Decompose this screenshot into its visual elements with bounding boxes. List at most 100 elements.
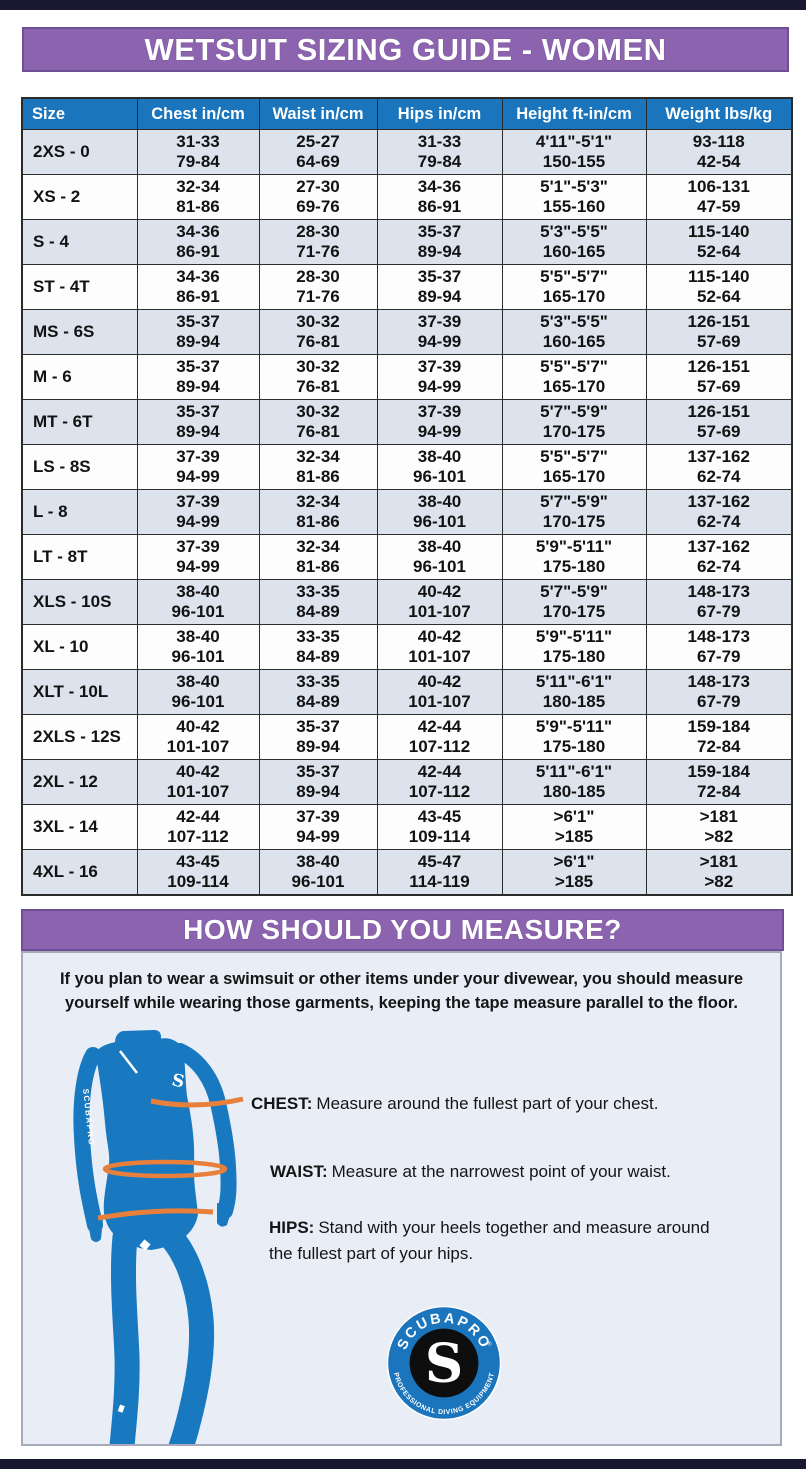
title-banner: WETSUIT SIZING GUIDE - WOMEN — [22, 27, 789, 72]
table-row: 2XS - 0 31-33 79-84 25-27 64-69 31-33 79-84 4'… — [21, 129, 793, 175]
table-row: XL - 10 38-40 96-101 33-35 84-89 40-42 101-10… — [21, 624, 793, 670]
measurement-cell: 35-37 89-94 — [376, 264, 503, 310]
measurement-cell: 35-37 89-94 — [258, 759, 378, 805]
page-title: WETSUIT SIZING GUIDE - WOMEN — [144, 31, 667, 67]
table-row: XLS - 10S 38-40 96-101 33-35 84-89 40-42 101-… — [21, 579, 793, 625]
measurement-cell: 37-39 94-99 — [376, 354, 503, 400]
measurement-cell: 137-162 62-74 — [645, 534, 793, 580]
waist-label: WAIST: — [270, 1162, 328, 1181]
scubapro-logo: SCUBAPRO ® PROFESSIONAL DIVING EQUIPMENT… — [385, 1304, 503, 1422]
size-cell: S - 4 — [21, 219, 138, 265]
measurement-cell: 38-40 96-101 — [136, 579, 260, 625]
measurement-cell: 5'3"-5'5" 160-165 — [501, 309, 647, 355]
table-row: LT - 8T 37-39 94-99 32-34 81-86 38-40 96-101 5… — [21, 534, 793, 580]
measurement-cell: 35-37 89-94 — [136, 309, 260, 355]
measurement-cell: 30-32 76-81 — [258, 309, 378, 355]
measurement-cell: 32-34 81-86 — [258, 534, 378, 580]
hips-text: Stand with your heels together and measu… — [269, 1218, 710, 1263]
table-row: L - 8 37-39 94-99 32-34 81-86 38-40 96-101 5'7… — [21, 489, 793, 535]
size-cell: LS - 8S — [21, 444, 138, 490]
table-row: S - 4 34-36 86-91 28-30 71-76 35-37 89-94 5'3"… — [21, 219, 793, 265]
torso-shape — [96, 1038, 198, 1250]
measurement-cell: 34-36 86-91 — [136, 219, 260, 265]
measurement-cell: 5'5"-5'7" 165-170 — [501, 444, 647, 490]
measurement-cell: 33-35 84-89 — [258, 624, 378, 670]
size-cell: MS - 6S — [21, 309, 138, 355]
size-table: Size Chest in/cm Waist in/cm Hips in/cm … — [21, 97, 793, 896]
chest-instruction: CHEST: Measure around the fullest part of… — [251, 1091, 780, 1117]
bottom-border-bar — [0, 1459, 806, 1469]
measurement-cell: 35-37 89-94 — [136, 354, 260, 400]
chest-measure-line — [150, 1096, 244, 1108]
size-cell: 4XL - 16 — [21, 849, 138, 896]
measure-title: HOW SHOULD YOU MEASURE? — [183, 914, 622, 945]
logo-inner-circle — [409, 1328, 479, 1398]
measurement-cell: 31-33 79-84 — [136, 129, 260, 175]
size-cell: M - 6 — [21, 354, 138, 400]
measurement-cell: 37-39 94-99 — [258, 804, 378, 850]
measurement-cell: 93-118 42-54 — [645, 129, 793, 175]
measurement-cell: 40-42 101-107 — [376, 624, 503, 670]
left-arm-shape — [73, 1047, 103, 1233]
size-table-body: 2XS - 0 31-33 79-84 25-27 64-69 31-33 79-84 4'… — [21, 129, 793, 896]
measurement-cell: >6'1" >185 — [501, 849, 647, 896]
table-row: MT - 6T 35-37 89-94 30-32 76-81 37-39 94-99 5'… — [21, 399, 793, 445]
table-row: ST - 4T 34-36 86-91 28-30 71-76 35-37 89-94 5'… — [21, 264, 793, 310]
size-cell: XL - 10 — [21, 624, 138, 670]
column-header-waist: Waist in/cm — [258, 97, 378, 130]
measurement-cell: 5'11"-6'1" 180-185 — [501, 669, 647, 715]
measurement-cell: 37-39 94-99 — [136, 534, 260, 580]
measurement-cell: 25-27 64-69 — [258, 129, 378, 175]
measure-intro: If you plan to wear a swimsuit or other … — [59, 970, 744, 1012]
measurement-cell: 34-36 86-91 — [376, 174, 503, 220]
measurement-cell: 5'11"-6'1" 180-185 — [501, 759, 647, 805]
measurement-cell: 38-40 96-101 — [136, 624, 260, 670]
measurement-cell: 35-37 89-94 — [136, 399, 260, 445]
table-row: XS - 2 32-34 81-86 27-30 69-76 34-36 86-91 5'1… — [21, 174, 793, 220]
waist-measure-line — [102, 1159, 228, 1179]
column-header-hips: Hips in/cm — [376, 97, 503, 130]
waist-instruction: WAIST: Measure at the narrowest point of … — [270, 1159, 780, 1185]
waist-text: Measure at the narrowest point of your w… — [331, 1162, 671, 1181]
measurement-cell: 42-44 107-112 — [376, 714, 503, 760]
measurement-cell: 38-40 96-101 — [376, 534, 503, 580]
measurement-cell: >181 >82 — [645, 849, 793, 896]
measurement-cell: 148-173 67-79 — [645, 669, 793, 715]
measurement-cell: 106-131 47-59 — [645, 174, 793, 220]
measurement-cell: 42-44 107-112 — [376, 759, 503, 805]
measurement-cell: 5'9"-5'11" 175-180 — [501, 624, 647, 670]
table-row: 4XL - 16 43-45 109-114 38-40 96-101 45-47 114… — [21, 849, 793, 896]
measurement-cell: 34-36 86-91 — [136, 264, 260, 310]
table-row: 2XLS - 12S 40-42 101-107 35-37 89-94 42-44 10… — [21, 714, 793, 760]
measurement-cell: 37-39 94-99 — [376, 399, 503, 445]
hips-instruction: HIPS: Stand with your heels together and … — [269, 1215, 721, 1266]
top-border-bar — [0, 0, 806, 10]
measurement-cell: 37-39 94-99 — [136, 489, 260, 535]
hips-measure-line — [97, 1208, 214, 1221]
right-arm-shape — [172, 1043, 237, 1219]
hips-label: HIPS: — [269, 1218, 315, 1237]
measurement-cell: 5'7"-5'9" 170-175 — [501, 489, 647, 535]
measurement-cell: 5'5"-5'7" 165-170 — [501, 354, 647, 400]
measurement-cell: 40-42 101-107 — [376, 669, 503, 715]
measurement-cell: 38-40 96-101 — [376, 444, 503, 490]
measurement-cell: 32-34 81-86 — [258, 444, 378, 490]
measurement-cell: 30-32 76-81 — [258, 399, 378, 445]
right-glove-shape — [217, 1203, 233, 1227]
measurement-cell: 33-35 84-89 — [258, 579, 378, 625]
measurement-cell: 115-140 52-64 — [645, 219, 793, 265]
measurement-cell: 38-40 96-101 — [136, 669, 260, 715]
size-cell: 3XL - 14 — [21, 804, 138, 850]
measurement-cell: 5'9"-5'11" 175-180 — [501, 714, 647, 760]
measurement-cell: 27-30 69-76 — [258, 174, 378, 220]
right-leg-shape — [154, 1220, 215, 1444]
wetsuit-figure: S SCUBAPRO — [59, 1027, 261, 1444]
chest-monogram: S — [170, 1070, 186, 1092]
thigh-logo-mark — [139, 1239, 151, 1251]
size-cell: XS - 2 — [21, 174, 138, 220]
size-cell: ST - 4T — [21, 264, 138, 310]
measurement-cell: 28-30 71-76 — [258, 264, 378, 310]
measurement-cell: 31-33 79-84 — [376, 129, 503, 175]
size-table-header: Size Chest in/cm Waist in/cm Hips in/cm … — [21, 97, 793, 130]
measurement-cell: 126-151 57-69 — [645, 399, 793, 445]
